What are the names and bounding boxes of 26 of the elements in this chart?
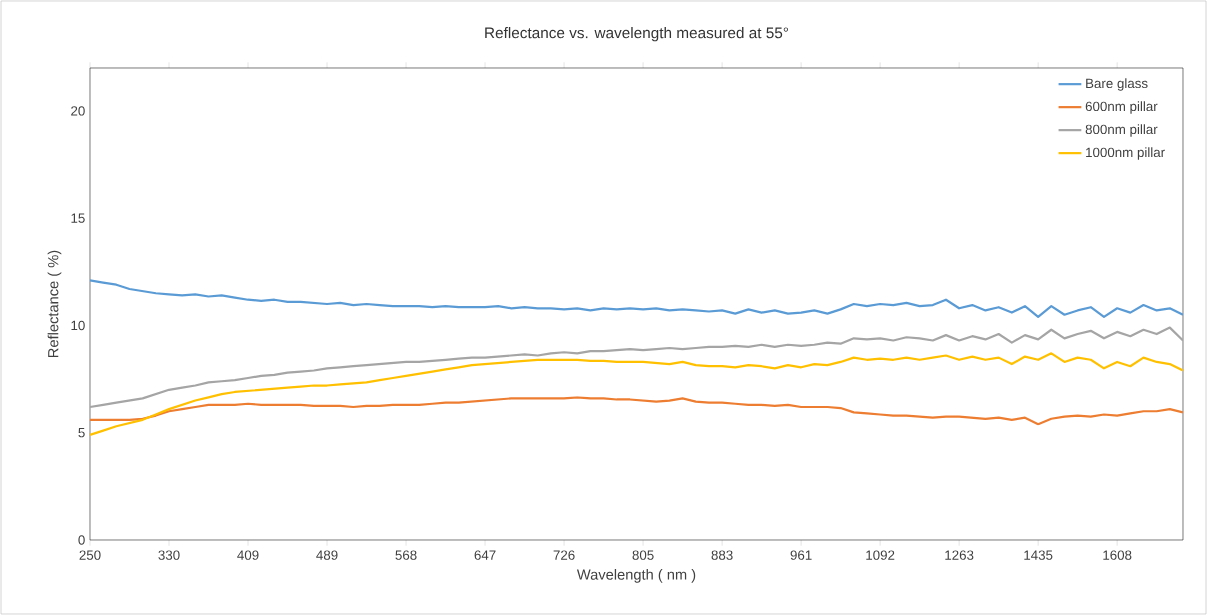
legend-label: 1000nm pillar [1086, 147, 1165, 160]
x-tick-label: 726 [553, 550, 575, 560]
legend-label: 800nm pillar [1085, 124, 1158, 137]
x-tick-label: 805 [632, 550, 654, 560]
legend-label: Bare glass [1086, 78, 1148, 91]
y-tick-label: 0 [78, 535, 85, 545]
chart-title: Reflectance vs. wavelength measured at 55° [485, 27, 789, 42]
y-tick-label: 5 [78, 428, 85, 438]
x-tick-label: 250 [79, 550, 101, 560]
y-axis-title: Reflectance ( %) [47, 250, 62, 357]
x-tick-label: 409 [237, 550, 259, 560]
x-tick-label: 961 [790, 550, 812, 560]
y-tick-label: 15 [71, 213, 85, 223]
x-tick-label: 1608 [1103, 550, 1132, 560]
x-tick-label: 568 [395, 550, 417, 560]
y-tick-label: 20 [71, 106, 85, 116]
x-tick-label: 1263 [945, 550, 974, 560]
x-tick-label: 1435 [1024, 550, 1053, 560]
x-axis-title: Wavelength ( nm ) [576, 569, 696, 583]
x-tick-label: 647 [474, 550, 496, 560]
x-tick-label: 883 [711, 550, 733, 560]
x-tick-label: 330 [158, 550, 180, 560]
x-tick-label: 489 [316, 550, 338, 560]
x-tick-label: 1092 [866, 550, 895, 560]
y-tick-label: 10 [71, 320, 85, 331]
legend-label: 600nm pillar [1085, 101, 1158, 114]
